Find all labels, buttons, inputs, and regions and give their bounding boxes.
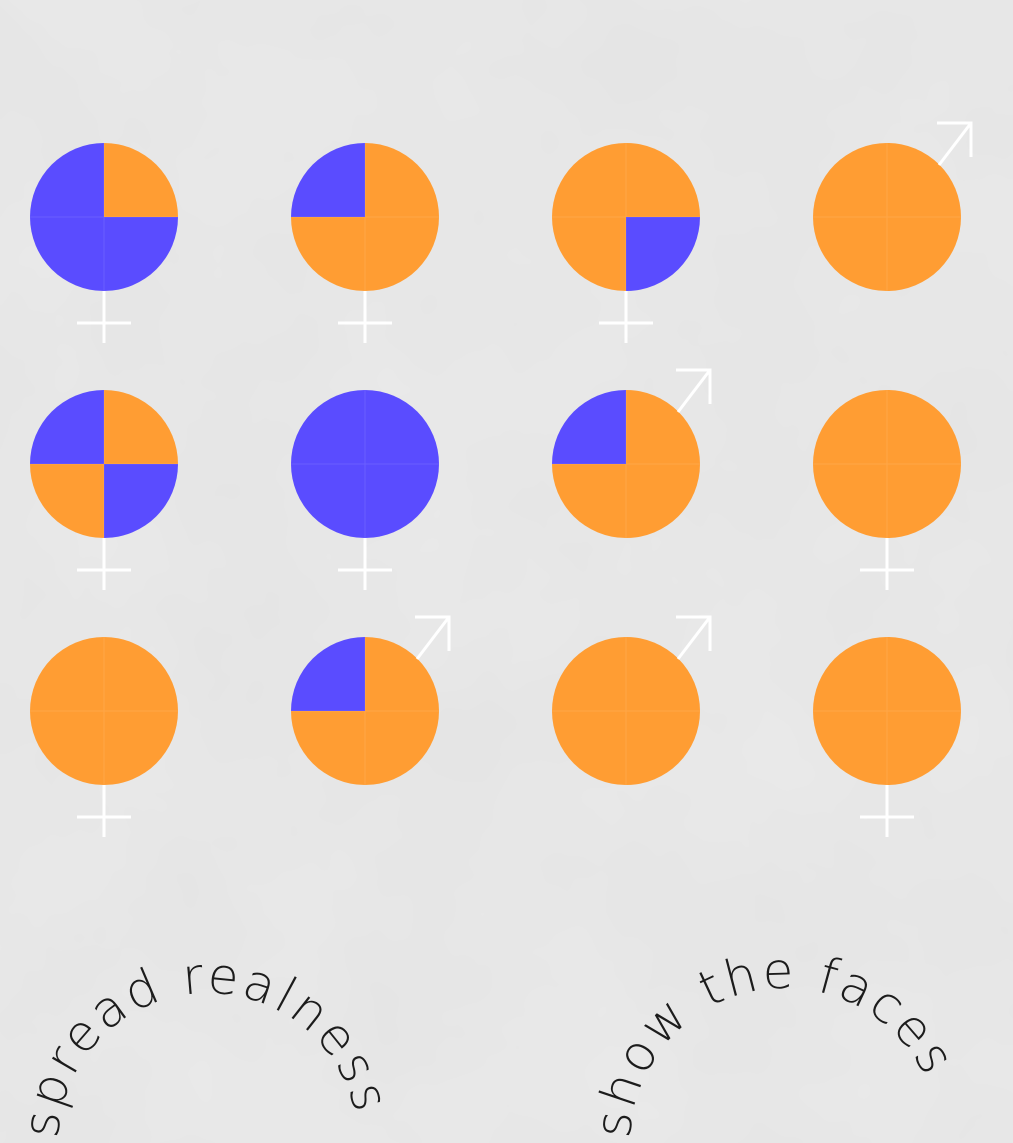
quarter-bottom-left <box>813 711 887 785</box>
slogan-left: spread realness <box>12 946 401 1140</box>
venus-icon <box>860 538 914 590</box>
quarter-bottom-left <box>552 464 626 538</box>
quarter-top-left <box>30 390 104 464</box>
disk-seam <box>291 637 439 785</box>
quarter-bottom-left <box>552 217 626 291</box>
venus-icon <box>338 291 392 343</box>
quarter-top-right <box>626 390 700 464</box>
disk-seam <box>30 637 178 785</box>
mars-icon <box>937 121 973 166</box>
quarter-bottom-left <box>291 464 365 538</box>
quarter-bottom-left <box>552 711 626 785</box>
slogan-right-text: show the faces <box>584 942 965 1141</box>
disk-seam <box>813 143 961 291</box>
slogan-right: show the faces <box>584 942 968 1141</box>
quarter-bottom-right <box>887 464 961 538</box>
disk-seam <box>813 637 961 785</box>
quarter-bottom-left <box>30 464 104 538</box>
quarter-top-left <box>552 390 626 464</box>
quarter-top-right <box>626 637 700 711</box>
mars-icon <box>676 368 712 413</box>
quarter-top-left <box>291 637 365 711</box>
quarter-top-right <box>104 637 178 711</box>
quarter-bottom-right <box>626 464 700 538</box>
quarter-bottom-left <box>813 464 887 538</box>
quarter-bottom-right <box>887 711 961 785</box>
disk-seam <box>291 143 439 291</box>
quarter-top-right <box>887 143 961 217</box>
quarter-top-right <box>365 637 439 711</box>
quarter-top-right <box>365 143 439 217</box>
disk-seam <box>30 390 178 538</box>
quarter-top-right <box>365 390 439 464</box>
disk-seam <box>552 143 700 291</box>
quarter-bottom-right <box>365 464 439 538</box>
disk-seam <box>30 143 178 291</box>
disk-seam <box>552 390 700 538</box>
venus-icon <box>77 291 131 343</box>
quarter-top-left <box>291 143 365 217</box>
quarter-top-left <box>813 390 887 464</box>
quarter-top-right <box>104 390 178 464</box>
quarter-bottom-right <box>365 217 439 291</box>
quarter-bottom-right <box>626 217 700 291</box>
quarter-top-left <box>552 143 626 217</box>
venus-icon <box>77 785 131 837</box>
venus-icon <box>599 291 653 343</box>
quarter-top-left <box>30 143 104 217</box>
quarter-top-left <box>552 637 626 711</box>
venus-icon <box>338 538 392 590</box>
quarter-top-right <box>887 390 961 464</box>
quarter-bottom-left <box>813 217 887 291</box>
quarter-bottom-right <box>887 217 961 291</box>
quarter-top-right <box>626 143 700 217</box>
disk-seam <box>291 390 439 538</box>
quarter-top-left <box>30 637 104 711</box>
disk-seam <box>813 390 961 538</box>
quarter-top-right <box>104 143 178 217</box>
disk-seam <box>552 637 700 785</box>
quarter-top-left <box>291 390 365 464</box>
quarter-bottom-right <box>104 711 178 785</box>
mars-icon <box>415 615 451 660</box>
venus-icon <box>77 538 131 590</box>
quarter-bottom-left <box>30 711 104 785</box>
quarter-bottom-right <box>365 711 439 785</box>
venus-icon <box>860 785 914 837</box>
quarter-top-left <box>813 143 887 217</box>
quarter-bottom-right <box>104 217 178 291</box>
quarter-top-right <box>887 637 961 711</box>
quarter-bottom-left <box>291 217 365 291</box>
quarter-bottom-left <box>291 711 365 785</box>
quarter-bottom-right <box>626 711 700 785</box>
quarter-top-left <box>813 637 887 711</box>
quarter-bottom-left <box>30 217 104 291</box>
slogan-left-text: spread realness <box>12 946 398 1140</box>
quarter-bottom-right <box>104 464 178 538</box>
mars-icon <box>676 615 712 660</box>
